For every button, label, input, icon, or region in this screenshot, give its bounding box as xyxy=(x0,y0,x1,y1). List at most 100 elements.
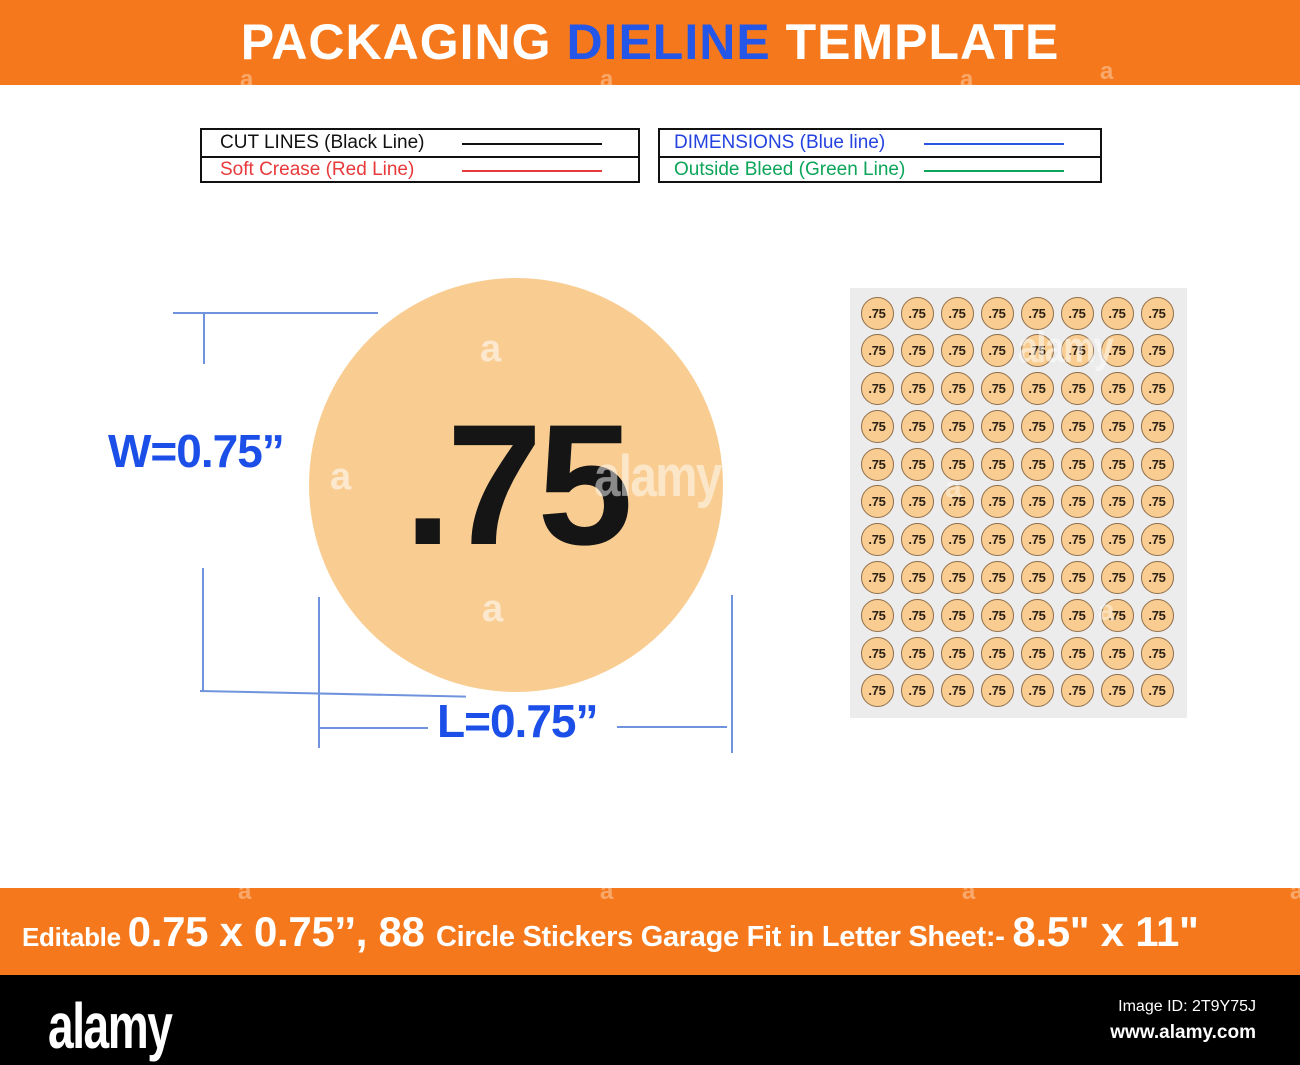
caption-description: Circle Stickers Garage Fit in Letter She… xyxy=(435,921,1013,953)
sheet-sticker: .75 xyxy=(1020,372,1054,406)
sheet-sticker: .75 xyxy=(1140,598,1174,632)
legend-label-outside-bleed: Outside Bleed (Green Line) xyxy=(674,159,906,181)
sheet-sticker: .75 xyxy=(860,561,894,595)
sheet-sticker: .75 xyxy=(940,409,974,443)
sheet-sticker: .75 xyxy=(860,372,894,406)
legend-sample-line-black xyxy=(462,142,602,145)
sheet-sticker: .75 xyxy=(1140,523,1174,557)
sheet-sticker: .75 xyxy=(940,561,974,595)
sheet-sticker: .75 xyxy=(940,674,974,708)
sheet-sticker: .75 xyxy=(940,485,974,519)
sheet-sticker: .75 xyxy=(860,296,894,330)
caption-size: 0.75 x 0.75’’, 88 xyxy=(127,908,436,955)
image-id-text: Image ID: 2T9Y75J xyxy=(1118,998,1256,1015)
sheet-sticker: .75 xyxy=(1060,447,1094,481)
sheet-sticker: .75 xyxy=(1020,674,1054,708)
sheet-sticker: .75 xyxy=(1100,674,1134,708)
sheet-sticker: .75 xyxy=(900,674,934,708)
sheet-sticker: .75 xyxy=(940,334,974,368)
caption-sheet-size: 8.5" x 11" xyxy=(1012,908,1199,955)
sheet-sticker: .75 xyxy=(860,674,894,708)
legend-cut-crease: CUT LINES (Black Line) Soft Crease (Red … xyxy=(200,128,640,183)
length-dimension-line-right xyxy=(617,726,727,728)
sheet-sticker: .75 xyxy=(940,636,974,670)
sheet-sticker: .75 xyxy=(980,372,1014,406)
legend-sample-line-blue xyxy=(924,142,1064,145)
sheet-sticker: .75 xyxy=(940,523,974,557)
sheet-sticker: .75 xyxy=(900,485,934,519)
sheet-sticker: .75 xyxy=(1060,636,1094,670)
sheet-sticker: .75 xyxy=(1020,409,1054,443)
sheet-sticker: .75 xyxy=(1060,296,1094,330)
legend-row-soft-crease: Soft Crease (Red Line) xyxy=(202,155,638,184)
sticker-size-value: .75 xyxy=(403,389,633,581)
title-part-dieline: DIELINE xyxy=(566,14,771,70)
alamy-url-text: www.alamy.com xyxy=(1110,1022,1256,1043)
sheet-sticker: .75 xyxy=(940,598,974,632)
watermark-a-icon: a xyxy=(600,66,614,86)
watermark-a-icon: a xyxy=(960,66,974,86)
legend-label-soft-crease: Soft Crease (Red Line) xyxy=(220,159,415,181)
sheet-sticker: .75 xyxy=(980,485,1014,519)
footer-bar xyxy=(0,975,1300,1065)
sheet-sticker: .75 xyxy=(1140,485,1174,519)
footer-credits: Image ID: 2T9Y75J www.alamy.com xyxy=(1110,998,1256,1044)
caption-editable: Editable xyxy=(22,922,128,952)
sheet-sticker: .75 xyxy=(860,447,894,481)
sheet-sticker: .75 xyxy=(900,334,934,368)
sheet-sticker: .75 xyxy=(1060,372,1094,406)
sheet-sticker: .75 xyxy=(1100,409,1134,443)
sheet-sticker: .75 xyxy=(1140,296,1174,330)
sheet-sticker: .75 xyxy=(980,561,1014,595)
alamy-logo: alamy xyxy=(48,990,173,1062)
sheet-sticker: .75 xyxy=(1140,674,1174,708)
length-extension-line-left xyxy=(318,597,320,748)
sheet-sticker: .75 xyxy=(1060,409,1094,443)
width-dimension-label: W=0.75” xyxy=(108,425,285,477)
sheet-sticker: .75 xyxy=(1100,523,1134,557)
legend-label-dimensions: DIMENSIONS (Blue line) xyxy=(674,131,886,153)
length-dimension-line-left xyxy=(318,727,428,729)
sheet-sticker: .75 xyxy=(900,372,934,406)
sheet-sticker: .75 xyxy=(1100,372,1134,406)
sheet-sticker: .75 xyxy=(1100,636,1134,670)
sheet-sticker: .75 xyxy=(1020,523,1054,557)
letter-sheet-preview: .75.75.75.75.75.75.75.75.75.75.75.75.75.… xyxy=(850,288,1187,718)
sheet-sticker: .75 xyxy=(1140,561,1174,595)
legend-row-outside-bleed: Outside Bleed (Green Line) xyxy=(660,155,1100,184)
sheet-sticker: .75 xyxy=(1020,485,1054,519)
watermark-a-icon: a xyxy=(1100,58,1114,85)
sheet-sticker: .75 xyxy=(940,296,974,330)
watermark-a-icon: a xyxy=(1290,888,1300,905)
sheet-sticker: .75 xyxy=(1140,409,1174,443)
sheet-sticker: .75 xyxy=(1020,636,1054,670)
sticker-dieline-circle: .75 xyxy=(309,278,723,692)
width-dimension-line-lower xyxy=(202,568,204,692)
sheet-sticker: .75 xyxy=(1060,334,1094,368)
sheet-sticker: .75 xyxy=(900,447,934,481)
sheet-sticker: .75 xyxy=(940,372,974,406)
length-dimension-label: L=0.75” xyxy=(437,695,598,747)
sheet-sticker: .75 xyxy=(860,636,894,670)
sheet-sticker: .75 xyxy=(980,334,1014,368)
sheet-sticker: .75 xyxy=(860,598,894,632)
sheet-sticker: .75 xyxy=(980,636,1014,670)
sheet-sticker: .75 xyxy=(1060,523,1094,557)
sheet-sticker: .75 xyxy=(980,296,1014,330)
sheet-sticker: .75 xyxy=(980,598,1014,632)
sheet-sticker: .75 xyxy=(1060,561,1094,595)
sheet-sticker: .75 xyxy=(980,523,1014,557)
sheet-sticker: .75 xyxy=(860,334,894,368)
sheet-sticker: .75 xyxy=(1100,296,1134,330)
sheet-sticker: .75 xyxy=(860,409,894,443)
sheet-sticker: .75 xyxy=(1020,598,1054,632)
sheet-sticker: .75 xyxy=(900,636,934,670)
sheet-sticker: .75 xyxy=(900,409,934,443)
sheet-sticker: .75 xyxy=(1100,598,1134,632)
baseline-extension-line xyxy=(199,690,466,698)
header-bar: PACKAGING DIELINE TEMPLATE a a a a xyxy=(0,0,1300,85)
sheet-sticker: .75 xyxy=(900,561,934,595)
sheet-sticker: .75 xyxy=(940,447,974,481)
sheet-sticker: .75 xyxy=(1020,334,1054,368)
